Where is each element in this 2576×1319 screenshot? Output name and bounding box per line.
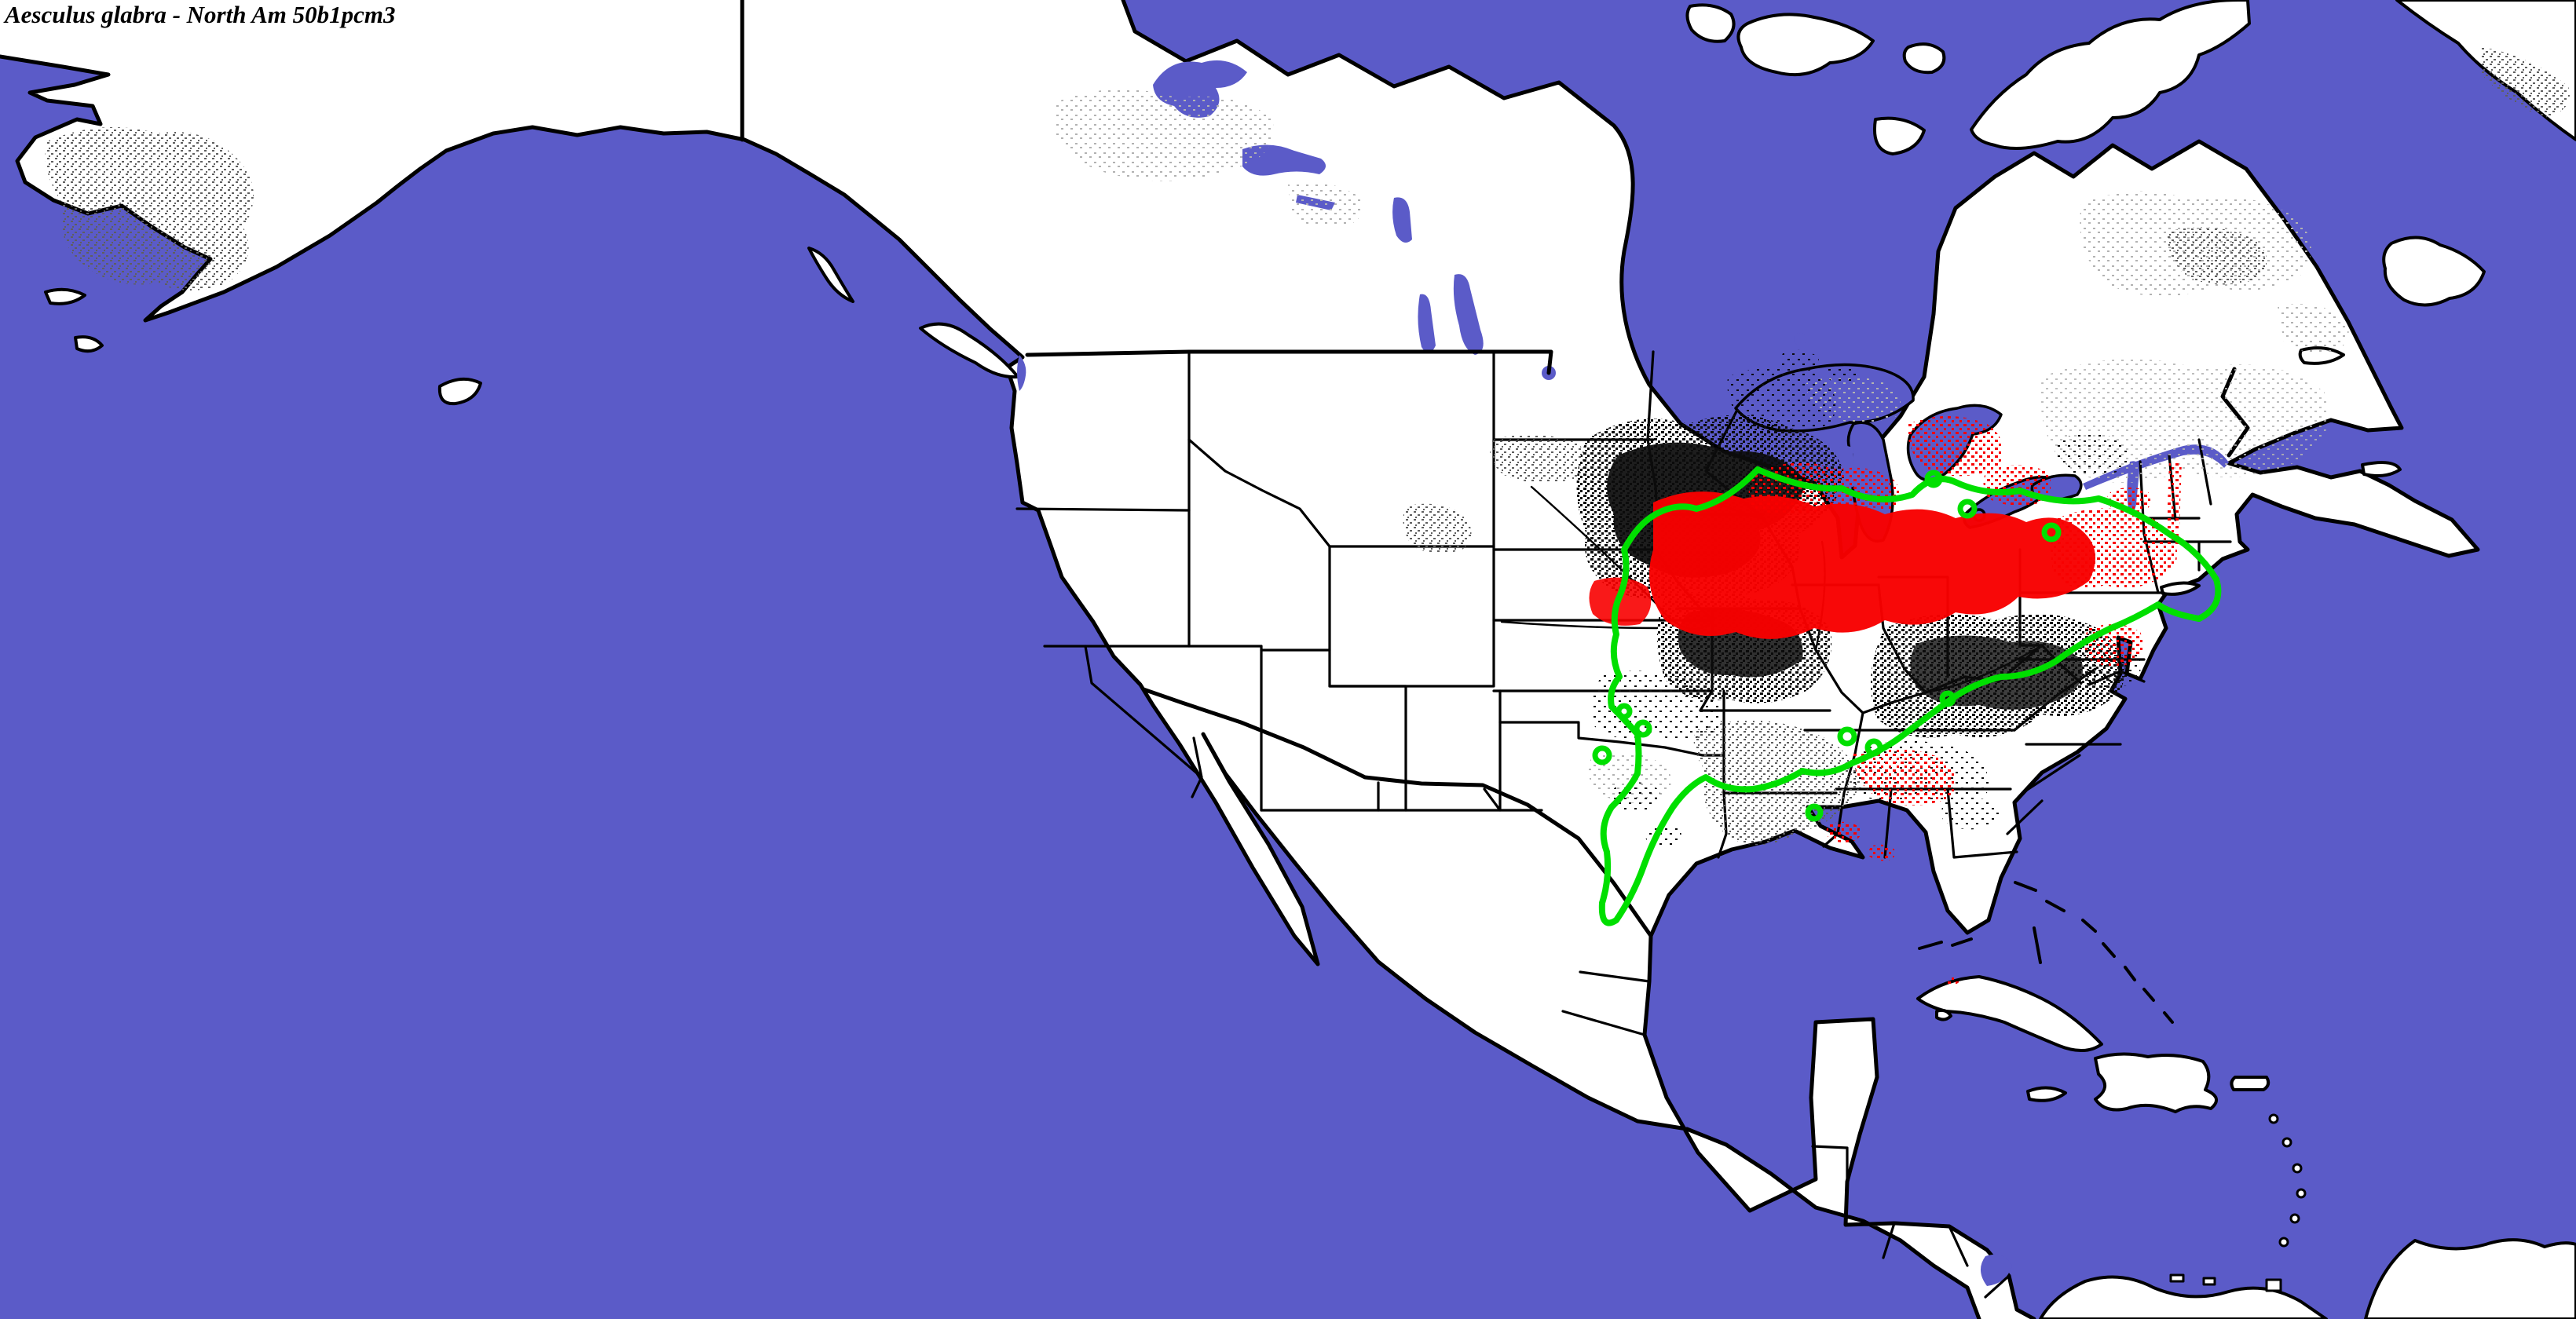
- border-us-mexico: [1141, 687, 1653, 938]
- layer-green-range-outline: [1592, 466, 2222, 926]
- range-outline-rings: [1592, 470, 2062, 822]
- lake-nicaragua: [1980, 1254, 2012, 1286]
- border-us-canada: [1025, 349, 1553, 375]
- lake-winnipeg: [1453, 274, 1484, 355]
- map-title-bar: Aesculus glabra - North Am 50b1pcm3: [0, 0, 395, 35]
- map-title: Aesculus glabra - North Am 50b1pcm3: [5, 1, 396, 28]
